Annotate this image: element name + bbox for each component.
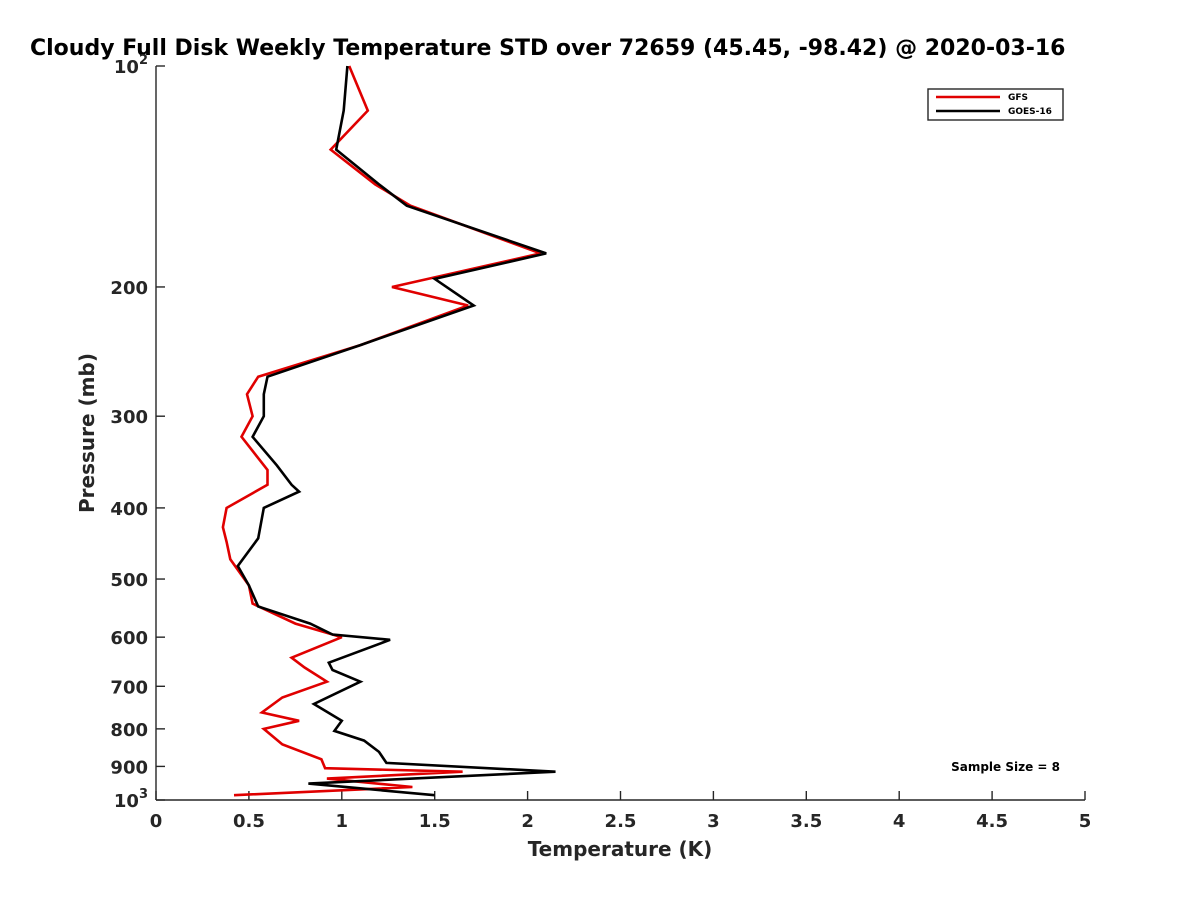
y-tick-label: 200 (110, 278, 148, 299)
x-tick-label: 5 (1079, 811, 1092, 832)
y-tick-label: 300 (110, 407, 148, 428)
x-tick-label: 3 (707, 811, 720, 832)
series-group (221, 65, 556, 797)
x-tick-label: 1.5 (419, 811, 451, 832)
legend-label: GFS (1008, 93, 1028, 103)
y-tick-label: 103 (114, 787, 148, 812)
y-tick-exponent: 2 (139, 53, 148, 68)
chart-title: Cloudy Full Disk Weekly Temperature STD … (30, 36, 1065, 61)
x-tick-label: 3.5 (790, 811, 822, 832)
y-tick-label: 400 (110, 499, 148, 520)
y-tick-label: 600 (110, 628, 148, 649)
series-line-gfs (221, 65, 542, 797)
legend-box (927, 88, 1064, 121)
y-tick-base: 10 (114, 791, 139, 812)
x-tick-label: 0.5 (233, 811, 265, 832)
legend-label: GOES-16 (1008, 107, 1052, 117)
y-tick-label: 900 (110, 757, 148, 778)
x-tick-label: 2.5 (605, 811, 637, 832)
series-line-goes-16 (236, 65, 556, 797)
plot-area (155, 66, 1085, 801)
y-axis-label: Pressure (mb) (75, 353, 99, 513)
sample-size-annotation: Sample Size = 8 (951, 760, 1060, 774)
y-tick-label: 700 (110, 677, 148, 698)
x-tick-label: 0 (150, 811, 163, 832)
x-tick-label: 2 (521, 811, 534, 832)
y-tick-base: 10 (114, 57, 139, 78)
x-tick-label: 4 (893, 811, 906, 832)
x-axis-label: Temperature (K) (528, 837, 713, 861)
y-tick-label: 102 (114, 53, 148, 78)
x-tick-label: 4.5 (976, 811, 1008, 832)
legend: GFS GOES-16 (927, 88, 1064, 121)
y-tick-exponent: 3 (139, 787, 148, 802)
y-tick-label: 500 (110, 570, 148, 591)
x-tick-label: 1 (336, 811, 349, 832)
y-tick-label: 800 (110, 720, 148, 741)
x-axis-ticks: 0 0.5 1 1.5 2 2.5 3 3.5 4 4.5 5 (150, 791, 1092, 832)
